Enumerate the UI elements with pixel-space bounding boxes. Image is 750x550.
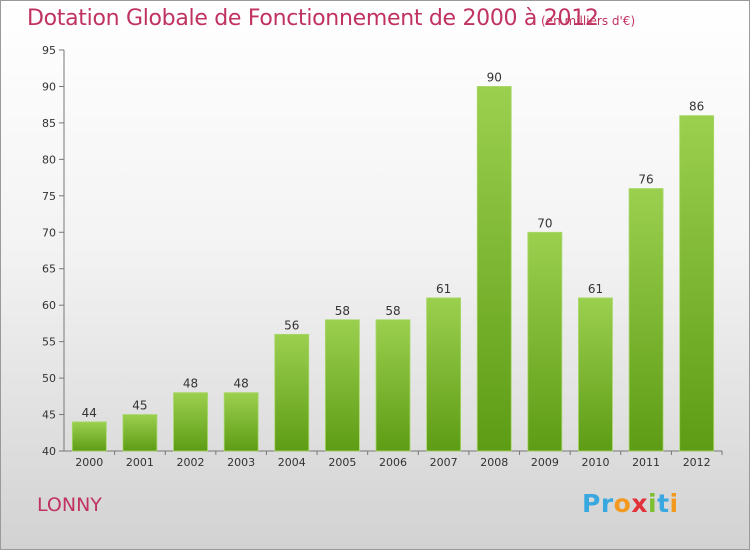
data-label: 61 bbox=[436, 282, 451, 296]
data-label: 61 bbox=[588, 282, 603, 296]
logo-letter: t bbox=[657, 489, 670, 518]
y-tick-label: 40 bbox=[42, 445, 56, 458]
y-tick-label: 90 bbox=[42, 80, 56, 93]
data-label: 48 bbox=[234, 377, 249, 391]
bar bbox=[527, 231, 563, 452]
x-tick-label: 2005 bbox=[328, 456, 356, 469]
bar bbox=[122, 414, 158, 452]
logo-letter: i bbox=[669, 489, 679, 518]
x-tick-label: 2002 bbox=[177, 456, 205, 469]
bar bbox=[679, 115, 715, 452]
data-label: 86 bbox=[689, 100, 704, 114]
bar bbox=[476, 86, 512, 452]
x-tick-label: 2008 bbox=[480, 456, 508, 469]
data-label: 58 bbox=[385, 304, 400, 318]
data-label: 90 bbox=[487, 70, 502, 84]
x-tick-label: 2010 bbox=[581, 456, 609, 469]
y-tick-label: 55 bbox=[42, 336, 56, 349]
bar bbox=[71, 421, 107, 452]
proxiti-logo[interactable]: Proxiti bbox=[582, 489, 679, 518]
y-tick-label: 50 bbox=[42, 372, 56, 385]
bar bbox=[274, 333, 310, 452]
data-label: 76 bbox=[638, 173, 653, 187]
data-label: 45 bbox=[132, 399, 147, 413]
bar bbox=[426, 297, 462, 452]
y-tick-label: 45 bbox=[42, 409, 56, 422]
y-tick-label: 75 bbox=[42, 190, 56, 203]
logo-letter: i bbox=[648, 489, 658, 518]
bar bbox=[173, 392, 208, 452]
x-tick-label: 2003 bbox=[227, 456, 255, 469]
bar bbox=[223, 392, 259, 452]
x-tick-label: 2011 bbox=[632, 456, 660, 469]
x-tick-label: 2000 bbox=[75, 456, 103, 469]
y-tick-label: 65 bbox=[42, 263, 56, 276]
logo-letter: o bbox=[613, 489, 632, 518]
logo-letter: x bbox=[631, 489, 648, 518]
data-label: 56 bbox=[284, 318, 299, 332]
chart-subtitle: (en milliers d'€) bbox=[541, 14, 636, 28]
bar bbox=[324, 319, 360, 452]
bar bbox=[628, 188, 664, 452]
logo-letter: r bbox=[600, 489, 614, 518]
bar bbox=[375, 319, 411, 452]
data-label: 58 bbox=[335, 304, 350, 318]
y-tick-label: 85 bbox=[42, 117, 56, 130]
y-tick-label: 95 bbox=[42, 44, 56, 57]
data-label: 48 bbox=[183, 377, 198, 391]
x-tick-label: 2012 bbox=[683, 456, 711, 469]
y-tick-label: 70 bbox=[42, 226, 56, 239]
x-tick-label: 2004 bbox=[278, 456, 306, 469]
y-tick-label: 80 bbox=[42, 153, 56, 166]
x-tick-label: 2006 bbox=[379, 456, 407, 469]
town-name: LONNY bbox=[37, 494, 102, 516]
data-label: 44 bbox=[82, 406, 97, 420]
logo-letter: P bbox=[582, 489, 601, 518]
x-tick-label: 2001 bbox=[126, 456, 154, 469]
bar bbox=[578, 297, 613, 452]
chart-title: Dotation Globale de Fonctionnement de 20… bbox=[27, 6, 599, 31]
y-tick-label: 60 bbox=[42, 299, 56, 312]
data-label: 70 bbox=[537, 216, 552, 230]
x-tick-label: 2009 bbox=[531, 456, 559, 469]
x-tick-label: 2007 bbox=[430, 456, 458, 469]
